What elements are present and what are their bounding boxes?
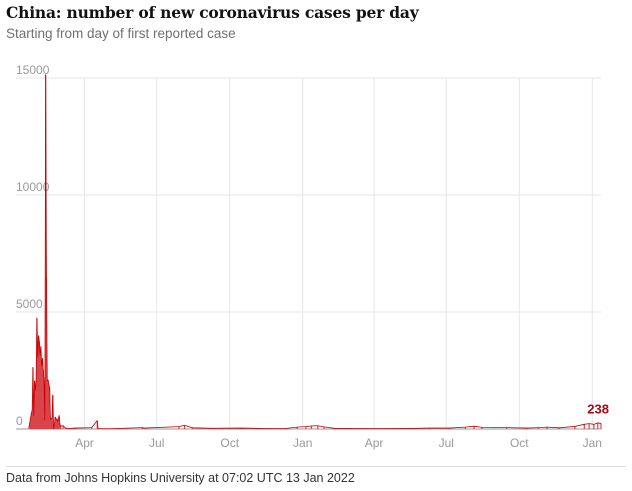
series-bar [49, 387, 51, 429]
series-bar [240, 428, 242, 429]
series-bar [40, 346, 42, 429]
series-line [28, 74, 602, 430]
series-bar [33, 415, 35, 429]
series-bar [537, 427, 539, 429]
series-bar [41, 358, 44, 429]
series-bar [31, 410, 33, 429]
chart-title: China: number of new coronavirus cases p… [6, 3, 419, 22]
series-bar [56, 418, 58, 429]
series-bar [317, 425, 319, 429]
series-bar [593, 424, 595, 429]
series-bar [464, 427, 466, 429]
x-tick-label: Apr [75, 436, 94, 450]
x-tick-label: Apr [365, 436, 384, 450]
y-tick-label: 10000 [16, 180, 50, 194]
series-bar [574, 426, 576, 429]
x-tick-label: Jul [149, 436, 164, 450]
series-bar [546, 427, 548, 429]
y-tick-label: 0 [16, 414, 23, 428]
x-tick-label: Jul [439, 436, 454, 450]
series-bar [29, 417, 32, 429]
x-tick-label: Oct [220, 436, 239, 450]
series-bar [473, 426, 475, 429]
series-bar [558, 427, 560, 429]
series-bar [183, 425, 186, 429]
series-bar [600, 423, 602, 429]
series-bar [96, 420, 98, 429]
series-bar [28, 426, 30, 429]
series-bar [191, 427, 194, 429]
series-bar [505, 427, 508, 429]
series-bar [45, 74, 47, 429]
series-bar [58, 415, 60, 429]
footer-divider [6, 466, 626, 467]
series-bar [74, 428, 76, 429]
series-bar [305, 426, 307, 429]
series-bar [64, 428, 67, 429]
series-bar [60, 426, 62, 429]
series-bar [42, 369, 44, 429]
chart-area: 0 5000 10000 15000 Apr Jul Oct Jan Apr Jul Oct Jan 2… [16, 63, 609, 450]
series-bar [37, 356, 39, 429]
y-tick-label: 15000 [16, 63, 50, 77]
series-bar [56, 421, 59, 429]
series-bar [597, 422, 599, 429]
series-bar [55, 419, 57, 429]
series-bar [583, 424, 585, 429]
series-bar [59, 424, 61, 429]
x-tick-label: Oct [510, 436, 529, 450]
series-bar [91, 427, 93, 429]
series-bar [33, 380, 36, 429]
series-bar [296, 427, 298, 429]
series-bar [38, 341, 40, 429]
series-bar [34, 390, 36, 429]
x-tick-label: Jan [293, 436, 312, 450]
series-bar [141, 427, 144, 429]
series-bar [43, 381, 45, 429]
series-bar [45, 277, 48, 429]
series-bar [49, 419, 52, 429]
series-bar [57, 419, 59, 429]
series-bar [448, 428, 451, 429]
series-bar [32, 367, 34, 429]
series-bar [588, 423, 590, 429]
series-bar [48, 384, 50, 429]
series-bar [44, 420, 46, 429]
source-note: Data from Johns Hopkins University at 07… [6, 471, 355, 485]
series-bar [50, 418, 52, 429]
series-bar [525, 428, 528, 429]
chart-subtitle: Starting from day of first reported case [6, 26, 236, 41]
series-bar [47, 379, 49, 429]
series-bar [52, 395, 54, 429]
series-bar [323, 426, 325, 429]
series-bar [51, 417, 53, 429]
series-bar [429, 428, 431, 429]
series-bar [143, 428, 145, 429]
series-bar [46, 380, 48, 429]
y-tick-label: 5000 [16, 297, 43, 311]
series-bar [39, 355, 41, 429]
series-bar [310, 425, 313, 429]
series-bar [62, 425, 64, 429]
series-bar [30, 413, 32, 429]
series-bar [29, 422, 31, 429]
series-bar [53, 423, 55, 429]
series-bar [54, 417, 56, 429]
x-tick-label: Jan [583, 436, 602, 450]
end-value-label: 238 [587, 401, 609, 416]
series-bar [36, 318, 38, 429]
series-bar [41, 365, 43, 429]
series-bar [37, 335, 40, 429]
series-bar [481, 427, 483, 429]
series-bar [178, 426, 180, 429]
series-bar [35, 380, 37, 429]
